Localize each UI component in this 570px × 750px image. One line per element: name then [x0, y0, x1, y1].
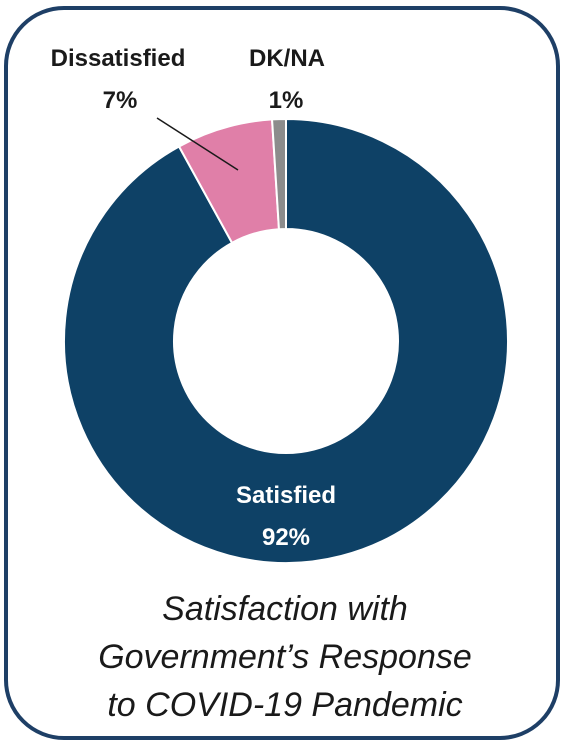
- slice-dk-na: [271, 117, 287, 231]
- dissatisfied-leader-line: [156, 117, 239, 171]
- slice-value-dkna: 1%: [269, 87, 304, 114]
- slice-label-dknA: DK/NA: [249, 45, 325, 72]
- slice-satisfied: [63, 117, 509, 564]
- chart-title: Satisfaction with Government’s Response …: [20, 585, 550, 729]
- chart-title-line-3: to COVID-19 Pandemic: [107, 686, 463, 724]
- slice-value-satisfied: 92%: [262, 524, 310, 551]
- slice-label-satisfied: Satisfied: [236, 482, 336, 509]
- chart-title-line-1: Satisfaction with: [162, 590, 408, 628]
- slices-group: [63, 117, 509, 564]
- chart-title-line-2: Government’s Response: [98, 638, 472, 676]
- slice-value-dissatisfied: 7%: [103, 87, 138, 114]
- labels-group: Dissatisfied 7% DK/NA 1% Satisfied 92%: [51, 45, 336, 551]
- slice-label-dissatisfied: Dissatisfied: [51, 45, 186, 72]
